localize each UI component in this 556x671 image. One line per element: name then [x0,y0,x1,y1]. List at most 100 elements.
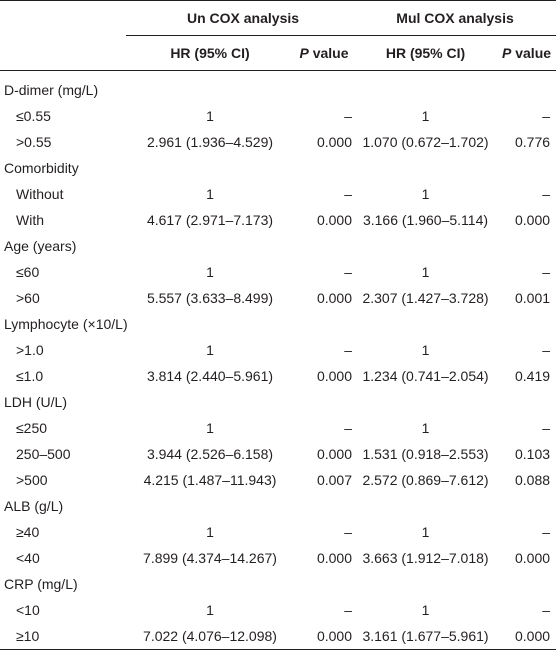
category-label: Lymphocyte (×10/L) [4,316,128,332]
hr-multivariate-cell: 1 [421,524,430,540]
table-row: >0.55 2.961 (1.936–4.529) 0.000 1.070 (0.67… [0,129,556,155]
hr-univariate-cell: 1 [206,420,214,436]
p-multivariate-cell: – [542,186,551,202]
p-symbol: P [299,45,309,61]
p-multivariate-cell [497,155,556,181]
p-univariate-cell: – [344,420,353,436]
hr-multivariate-cell: 1 [421,186,430,202]
p-multivariate-cell [497,233,556,259]
category-label: LDH (U/L) [4,394,68,410]
p-multivariate-cell: – [542,420,551,436]
hr-multivariate-cell: 3.663 (1.912–7.018) [362,550,489,566]
category-row: ALB (g/L) [0,493,556,519]
p-univariate-cell: 0.000 [316,446,353,462]
header-row-columns: HR (95% CI) P value HR (95% CI) P value [0,35,556,71]
table-body: D-dimer (mg/L) ≤0.55 1 – 1 – >0.55 2.961 (1.936… [0,71,556,650]
p-multivariate-cell [497,311,556,337]
p-univariate-cell: – [344,524,353,540]
table-row: Without 1 – 1 – [0,181,556,207]
subgroup-label: <10 [16,602,40,618]
table-row: >500 4.215 (1.487–11.943) 0.007 2.572 (0.86… [0,467,556,493]
table-row: ≤250 1 – 1 – [0,415,556,441]
hr-univariate-cell [126,493,294,519]
hr-multivariate-cell: 3.161 (1.677–5.961) [354,623,498,650]
p-univariate-cell: 0.007 [316,472,353,488]
p-univariate-cell [294,71,354,104]
p-univariate-cell: – [344,602,353,618]
hr-univariate-cell: 4.617 (2.971–7.173) [146,212,274,228]
subgroup-label: >0.55 [16,134,52,150]
hr-univariate-cell: 4.215 (1.487–11.943) [143,472,277,488]
subgroup-label: ≤1.0 [16,368,44,384]
subgroup-label: 250–500 [16,446,71,462]
table-row: ≥10 7.022 (4.076–12.098) 0.000 3.161 (1.677… [0,623,556,650]
subgroup-label: <40 [16,550,40,566]
p-multivariate-cell: 0.001 [514,290,551,306]
hr-univariate-cell: 3.814 (2.440–5.961) [146,368,274,384]
table-row: >60 5.557 (3.633–8.499) 0.000 2.307 (1.427–… [0,285,556,311]
hr-univariate-cell: 5.557 (3.633–8.499) [146,290,274,306]
hr-multivariate-cell [354,155,497,181]
p-univariate-cell: 0.000 [316,290,353,306]
p-multivariate-cell [497,571,556,597]
table-row: ≤60 1 – 1 – [0,259,556,285]
col-header-p-un: P value [294,35,355,71]
hr-univariate-cell: 2.961 (1.936–4.529) [146,134,274,150]
header-row-groups: Un COX analysis Mul COX analysis [0,0,556,36]
hr-multivariate-cell [354,311,497,337]
p-univariate-cell [294,155,354,181]
p-univariate-cell [294,389,354,415]
p-multivariate-cell [497,389,556,415]
subgroup-label: >500 [16,472,48,488]
subgroup-label: ≤60 [16,264,40,280]
header-empty-cell [0,35,126,71]
category-label: ALB (g/L) [4,498,64,514]
hr-multivariate-cell [354,389,497,415]
p-multivariate-cell [497,493,556,519]
subgroup-label: ≤0.55 [16,108,51,124]
hr-univariate-cell: 7.899 (4.374–14.267) [143,550,277,566]
hr-univariate-cell: 1 [206,342,214,358]
col-header-p-mul: P value [497,35,556,71]
hr-univariate-cell: 7.022 (4.076–12.098) [126,623,294,650]
hr-multivariate-cell: 2.572 (0.869–7.612) [362,472,489,488]
p-univariate-cell: 0.000 [316,550,353,566]
hr-univariate-cell [126,233,294,259]
category-row: LDH (U/L) [0,389,556,415]
table-row: With 4.617 (2.971–7.173) 0.000 3.166 (1.960… [0,207,556,233]
hr-univariate-cell: 1 [206,602,214,618]
table-row: ≥40 1 – 1 – [0,519,556,545]
p-multivariate-cell: – [542,108,551,124]
p-univariate-cell: 0.000 [316,368,353,384]
hr-univariate-cell: 1 [206,108,214,124]
hr-multivariate-cell [354,71,497,104]
subgroup-label: ≤250 [16,420,48,436]
p-multivariate-cell: 0.000 [514,212,551,228]
table-row: 250–500 3.944 (2.526–6.158) 0.000 1.531 (0.… [0,441,556,467]
p-univariate-cell: 0.000 [316,134,353,150]
category-label: Comorbidity [4,160,79,176]
subgroup-label: >1.0 [16,342,44,358]
hr-univariate-cell [126,155,294,181]
hr-multivariate-cell: 1.234 (0.741–2.054) [362,368,489,384]
hr-multivariate-cell: 2.307 (1.427–3.728) [362,290,489,306]
hr-multivariate-cell: 1 [421,420,430,436]
hr-multivariate-cell: 1.070 (0.672–1.702) [362,134,489,150]
category-row: D-dimer (mg/L) [0,71,556,104]
subgroup-label: With [16,212,44,228]
p-multivariate-cell: – [542,602,551,618]
hr-multivariate-cell: 1 [421,602,430,618]
col-header-hr-mul: HR (95% CI) [354,35,498,71]
hr-univariate-cell [126,71,294,104]
hr-multivariate-cell [354,571,497,597]
p-multivariate-cell: 0.419 [514,368,551,384]
col-header-hr-un: HR (95% CI) [126,35,294,71]
p-multivariate-cell: – [542,524,551,540]
group-header-mul-cox: Mul COX analysis [354,0,556,36]
category-label: Age (years) [4,238,77,254]
hr-univariate-cell [126,571,294,597]
hr-multivariate-cell: 1 [421,342,430,358]
p-univariate-cell: – [344,108,353,124]
table-row: ≤1.0 3.814 (2.440–5.961) 0.000 1.234 (0.741… [0,363,556,389]
subgroup-label: Without [16,186,64,202]
